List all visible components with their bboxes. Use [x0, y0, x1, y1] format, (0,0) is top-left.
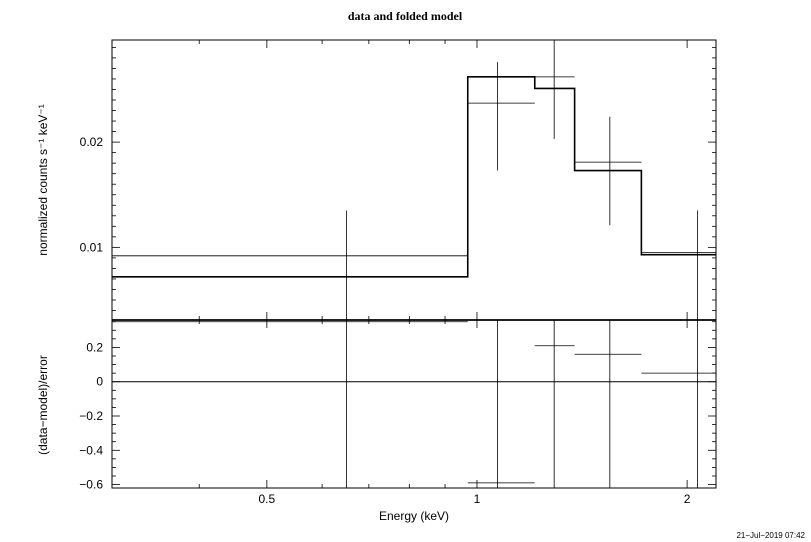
x-tick-labels: 0.5 1 2 — [259, 492, 691, 506]
y-tick-label: 0 — [96, 375, 103, 389]
model-step-line — [112, 76, 716, 278]
bottom-y-tick-labels: −0.6 −0.4 −0.2 0 0.2 — [79, 340, 103, 491]
data-point — [641, 210, 716, 320]
top-panel: 0.01 0.02 normalized counts s⁻¹ keV⁻¹ — [36, 39, 717, 321]
x-axis-label: Energy (keV) — [379, 509, 449, 523]
data-point — [534, 40, 575, 139]
residual-series — [112, 320, 716, 488]
top-y-axis-label: normalized counts s⁻¹ keV⁻¹ — [36, 104, 50, 255]
residual-point — [534, 320, 575, 488]
model-series — [112, 76, 716, 278]
x-tick-label: 0.5 — [259, 492, 276, 506]
chart-title: data and folded model — [348, 9, 463, 23]
data-point — [574, 116, 642, 226]
data-point — [112, 210, 468, 320]
bottom-ticks — [112, 320, 716, 488]
residual-point — [574, 320, 642, 488]
data-point — [467, 62, 535, 171]
x-tick-label: 1 — [474, 492, 481, 506]
bottom-panel: −0.6 −0.4 −0.2 0 0.2 0.5 1 2 (data−model)/erro… — [36, 319, 717, 506]
top-ticks — [112, 40, 716, 320]
x-tick-label: 2 — [684, 492, 691, 506]
y-tick-label: −0.4 — [79, 443, 103, 457]
data-series — [112, 40, 716, 320]
y-tick-label: −0.2 — [79, 409, 103, 423]
y-tick-label: 0.01 — [80, 240, 104, 254]
top-y-tick-labels: 0.01 0.02 — [80, 135, 104, 254]
bottom-panel-frame — [111, 319, 717, 489]
y-tick-label: 0.2 — [86, 340, 103, 354]
residual-point — [641, 320, 716, 488]
top-panel-frame — [111, 39, 717, 321]
y-tick-label: 0.02 — [80, 135, 104, 149]
residual-point — [112, 320, 468, 488]
bottom-y-axis-label: (data−model)/error — [36, 355, 50, 455]
y-tick-label: −0.6 — [79, 478, 103, 492]
residual-point — [467, 320, 535, 488]
timestamp: 21−Jul−2019 07:42 — [736, 531, 805, 540]
